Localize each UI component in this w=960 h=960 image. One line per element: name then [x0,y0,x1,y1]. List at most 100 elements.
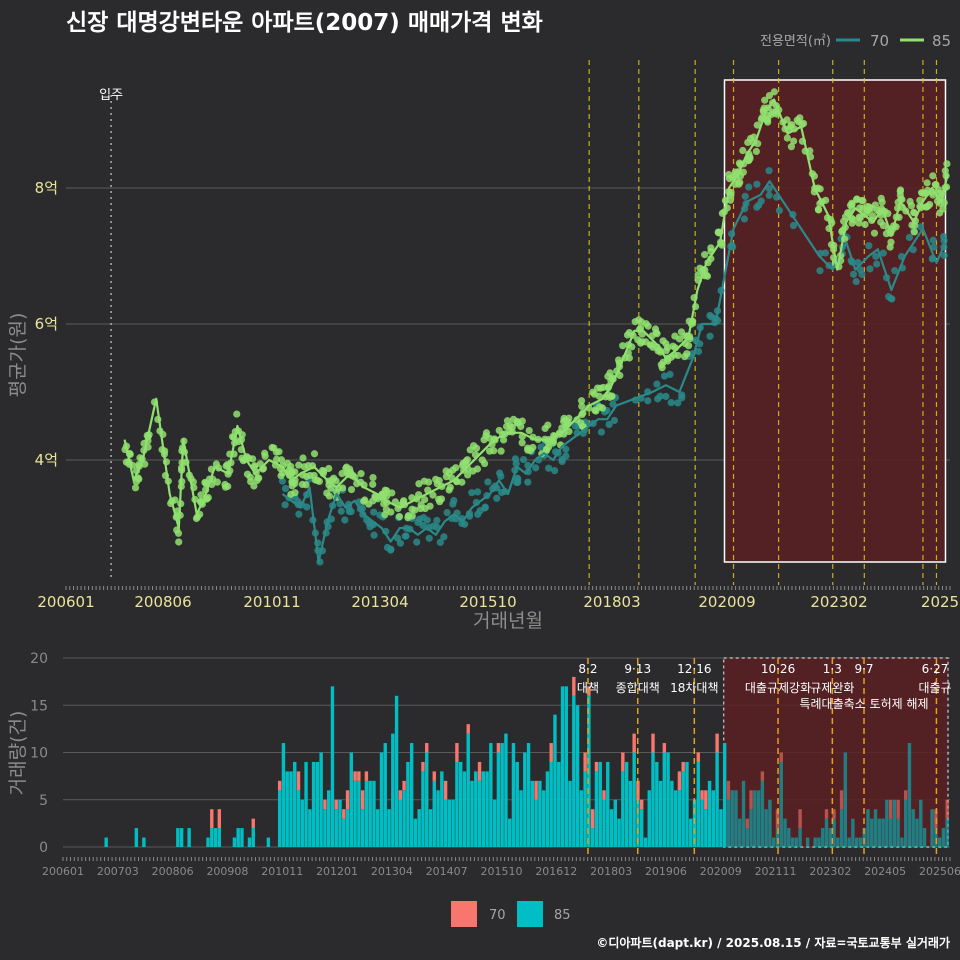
price-point-70 [474,510,482,518]
volume-bar-85 [330,686,335,847]
volume-bar-85 [104,837,108,847]
volume-bar-70 [779,752,783,762]
price-point-70 [468,489,476,497]
price-point-70 [370,531,378,539]
price-point-70 [415,515,424,523]
volume-bar-70 [640,799,644,810]
price-point-85 [590,390,598,398]
volume-bar-85 [428,809,433,847]
price-point-85 [369,480,377,488]
volume-bar-85 [583,771,587,847]
price-point-85 [879,221,887,230]
volume-bar-70 [432,771,436,781]
price-point-85 [275,448,283,456]
price-point-85 [861,220,869,229]
price-y-tick-label: 4억 [35,451,58,469]
policy-date-label: 1·3 [823,662,842,676]
price-point-85 [342,463,351,471]
price-point-85 [855,219,863,227]
price-point-70 [484,478,492,486]
price-point-85 [302,481,310,489]
price-point-70 [481,504,489,512]
volume-bar-85 [922,828,927,847]
volume-bar-85 [832,818,836,847]
volume-bar-85 [345,809,350,847]
price-point-85 [261,449,269,457]
volume-x-tick-label: 202405 [864,865,906,878]
volume-bar-70 [677,771,682,791]
price-point-85 [628,343,636,351]
volume-bar-85 [466,733,470,847]
volume-bar-85 [489,743,493,847]
volume-bar-85 [896,818,900,847]
price-point-85 [464,471,472,479]
volume-bar-85 [738,818,742,847]
volume-bar-70 [549,743,553,762]
price-point-85 [598,404,607,412]
volume-x-tick-label: 202009 [700,865,742,878]
volume-bar-85 [455,761,459,847]
volume-bar-70 [443,780,448,800]
price-point-85 [338,469,346,478]
price-highlight-box [723,79,947,563]
volume-bar-85 [511,743,516,847]
volume-y-tick-label: 20 [30,651,48,667]
price-x-axis-title: 거래년월 [473,610,543,632]
legend-label-85-bottom: 85 [554,908,571,923]
volume-bar-85 [836,837,840,847]
volume-bar-85 [858,837,863,847]
price-point-70 [741,192,749,200]
price-point-85 [753,121,761,129]
price-point-85 [848,200,856,208]
volume-bar-85 [277,790,282,847]
price-point-85 [886,243,894,251]
price-point-70 [610,416,619,425]
volume-bar-70 [323,799,327,810]
volume-bar-85 [406,761,410,847]
price-point-85 [499,436,508,444]
move-in-label: 입주 [99,88,123,103]
price-point-70 [872,252,880,260]
volume-bar-85 [745,828,749,847]
volume-bar-85 [787,828,791,847]
volume-bar-70 [621,752,625,772]
price-point-85 [675,335,684,343]
price-point-85 [882,230,891,238]
price-point-85 [642,338,650,346]
price-point-70 [660,372,669,380]
price-point-85 [417,501,425,509]
price-x-tick-label: 201803 [583,593,640,611]
price-point-70 [891,266,899,275]
price-point-85 [822,196,830,204]
price-x-tick-label: 201510 [459,593,516,611]
volume-bar-85 [557,761,561,847]
volume-bar-85 [885,799,889,847]
volume-bar-85 [353,780,357,847]
volume-bar-70 [466,724,470,734]
volume-bar-85 [790,837,795,847]
volume-bar-85 [477,780,482,847]
price-point-70 [852,277,860,286]
price-point-70 [436,538,444,546]
price-point-85 [910,228,918,236]
price-x-tick-label: 201304 [351,593,408,611]
volume-bar-85 [508,818,512,847]
volume-bar-85 [881,818,885,847]
volume-bar-85 [240,828,244,847]
price-point-85 [799,119,808,128]
price-point-85 [653,330,661,338]
price-point-85 [300,463,308,471]
legend-swatch-85 [517,901,543,927]
volume-bar-85 [281,743,286,847]
volume-bar-85 [862,828,866,847]
volume-y-axis-title: 거래량(건) [7,711,29,796]
volume-bar-70 [681,761,685,772]
price-x-tick-label: 202302 [810,593,867,611]
price-point-85 [931,181,939,189]
price-point-85 [608,392,616,400]
volume-bar-70 [534,780,538,800]
price-line-70 [281,180,947,564]
price-point-85 [859,197,867,205]
price-point-85 [325,464,333,473]
price-point-70 [745,183,753,191]
